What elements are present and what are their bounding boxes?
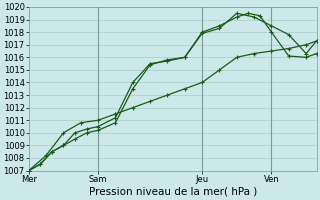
X-axis label: Pression niveau de la mer( hPa ): Pression niveau de la mer( hPa ) [89,187,257,197]
